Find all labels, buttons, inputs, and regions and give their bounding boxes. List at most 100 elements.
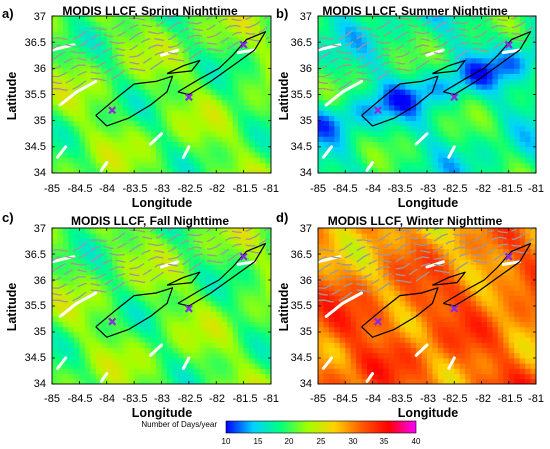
heatmap-cell [345,115,352,122]
heatmap-cell [265,84,271,90]
heatmap-cell [497,152,504,158]
heatmap-cell [328,238,335,244]
heatmap-cell [188,306,195,312]
heatmap-cell [339,52,346,59]
heatmap-cell [123,373,130,380]
heatmap-cell [221,295,228,302]
heatmap-cell [448,57,455,64]
heatmap-cell [95,99,102,106]
heatmap-cell [150,254,157,260]
heatmap-cell [318,115,324,122]
elevation-contour [432,59,466,75]
heatmap-cell [221,21,228,27]
heatmap-cell [503,274,510,281]
heatmap-cell [470,233,477,239]
heatmap-cell [79,358,86,364]
heatmap-cell [410,120,417,127]
heatmap-cell [62,31,69,38]
heatmap-cell [492,152,499,158]
heatmap-cell [260,248,266,255]
heatmap-cell [503,259,510,265]
heatmap-cell [481,306,488,312]
ridge-line [52,16,214,62]
heatmap-cell [432,52,439,59]
heatmap-cell [427,152,433,158]
heatmap-cell [84,280,91,286]
heatmap-cell [156,136,162,142]
heatmap-cell [123,136,130,142]
heatmap-cell [260,326,266,333]
heatmap-cell [454,347,461,354]
heatmap-cell [216,63,223,69]
heatmap-cell [525,131,531,137]
heatmap-cell [410,125,417,132]
heatmap-cell [166,337,173,343]
heatmap-cell [465,16,471,22]
heatmap-cell [459,358,466,364]
heatmap-cell [254,238,261,244]
heatmap-cell [459,300,466,307]
heatmap-cell [210,125,217,132]
heatmap-cell [254,264,261,270]
heatmap-cell [84,16,91,22]
heatmap-cell [106,264,113,270]
heatmap-cell [145,125,151,132]
heatmap-cell [345,110,352,116]
heatmap-cell [437,378,444,384]
heatmap-cell [134,248,140,255]
heatmap-cell [177,104,184,111]
heatmap-cell [416,157,422,163]
heatmap-cell [514,368,521,374]
heatmap-cell [497,26,504,33]
heatmap-cell [84,99,91,106]
heatmap-cell [318,264,324,270]
heatmap-cell [399,373,406,380]
heatmap-cell [410,342,417,348]
heatmap-cell [361,316,368,322]
heatmap-cell [210,238,217,244]
heatmap-cell [459,264,466,270]
heatmap-cell [62,259,69,265]
heatmap-cell [145,352,151,359]
heatmap-cell [84,347,91,354]
heatmap-cell [112,254,119,260]
heatmap-cell [183,94,190,101]
heatmap-cell [156,342,162,348]
heatmap-cell [84,259,91,265]
heatmap-cell [205,280,212,286]
heatmap-cell [476,167,482,173]
heatmap-cell [465,280,471,286]
heatmap-cell [334,352,341,359]
heatmap-cell [492,274,499,281]
heatmap-cell [367,63,373,69]
heatmap-cell [405,285,412,291]
heatmap-cell [265,352,271,359]
heatmap-cell [530,157,536,163]
heatmap-cell [318,167,324,173]
heatmap-cell [328,264,335,270]
heatmap-cell [249,157,255,163]
heatmap-cell [405,57,412,64]
heatmap-cell [183,311,190,317]
heatmap-cell [328,157,335,163]
heatmap-cell [394,52,401,59]
heatmap-cell [84,152,91,158]
heatmap-cell [497,94,504,101]
heatmap-cell [216,358,223,364]
heatmap-cell [172,290,179,296]
heatmap-cell [514,337,521,343]
heatmap-cell [232,347,239,354]
heatmap-cell [150,228,157,234]
heatmap-cell [388,57,395,64]
heatmap-cell [254,94,261,101]
heatmap-cell [519,141,526,148]
heatmap-cell [443,326,450,333]
heatmap-cell [205,141,212,148]
heatmap-cell [399,316,406,322]
heatmap-cell [90,73,97,80]
heatmap-cell [73,352,80,359]
heatmap-cell [260,295,266,302]
heatmap-cell [194,115,201,122]
heatmap-cell [367,347,373,354]
y-axis-label-a: Latitude [5,72,19,121]
